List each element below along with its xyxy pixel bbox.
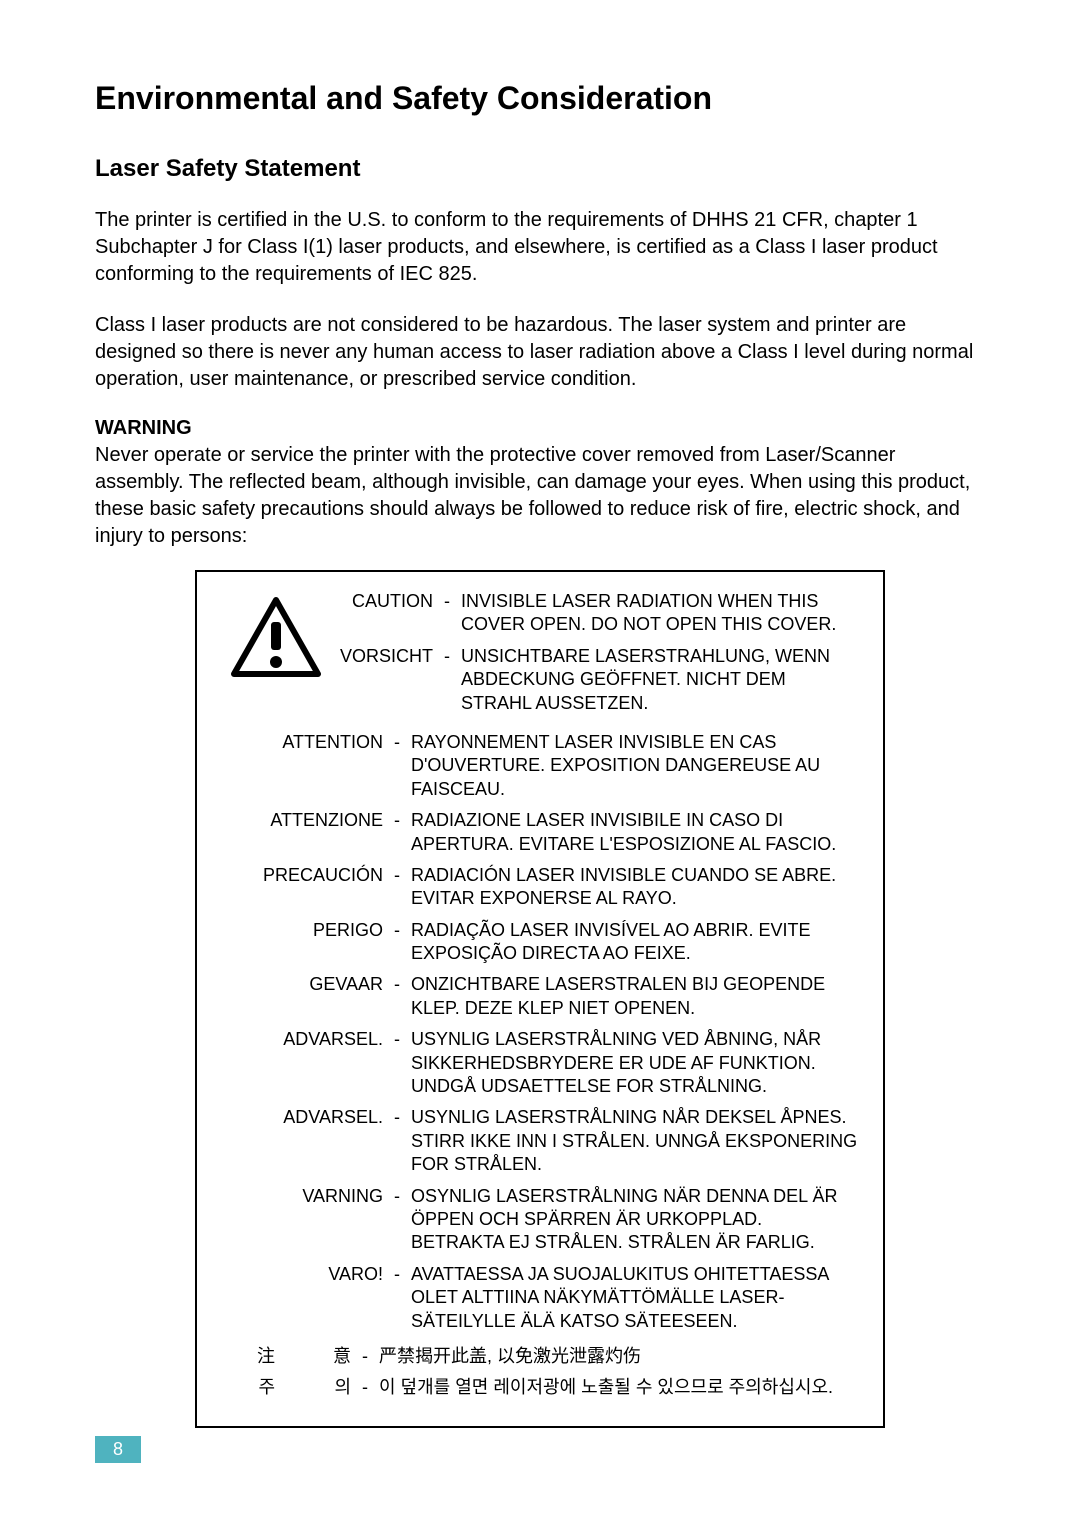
warning-row-sep: - xyxy=(389,1185,405,1208)
warning-row-text: RAYONNEMENT LASER INVISIBLE EN CAS D'OUV… xyxy=(405,731,859,801)
warning-row-sep: - xyxy=(389,973,405,996)
warning-row-sep: - xyxy=(389,864,405,887)
warning-row-sep: - xyxy=(389,919,405,942)
warning-row-label: ADVARSEL. xyxy=(221,1106,389,1129)
warning-row-label: PERIGO xyxy=(221,919,389,942)
warning-row-label-part1: 注 xyxy=(221,1345,275,1368)
warning-row-text: ONZICHTBARE LASERSTRALEN BIJ GEOPENDE KL… xyxy=(405,973,859,1020)
warning-row-text: USYNLIG LASERSTRÅLNING VED ÅBNING, NÅR S… xyxy=(405,1028,859,1098)
section-subtitle: Laser Safety Statement xyxy=(95,155,985,183)
warning-row-sep: - xyxy=(357,1345,373,1368)
warning-row-label-part1: 주 xyxy=(221,1376,275,1399)
warning-row-sep: - xyxy=(357,1376,373,1399)
warning-heading: WARNING xyxy=(95,417,985,440)
paragraph-1: The printer is certified in the U.S. to … xyxy=(95,207,985,288)
warning-row-label: PRECAUCIÓN xyxy=(221,864,389,887)
warning-row-label: ATTENTION xyxy=(221,731,389,754)
warning-row-label: GEVAAR xyxy=(221,973,389,996)
warning-row-text: 이 덮개를 열면 레이저광에 노출될 수 있으므로 주의하십시오. xyxy=(373,1376,859,1399)
warning-row-text: RADIACIÓN LASER INVISIBLE CUANDO SE ABRE… xyxy=(405,864,859,911)
warning-row-label-part2: 의 xyxy=(275,1376,357,1399)
page-title: Environmental and Safety Consideration xyxy=(95,80,985,117)
warning-triangle-icon xyxy=(221,590,331,678)
warning-row-label: VARO! xyxy=(221,1263,389,1286)
warning-row-text: 严禁揭开此盖, 以免激光泄露灼伤 xyxy=(373,1345,859,1368)
multilingual-warning-box: CAUTION - INVISIBLE LASER RADIATION WHEN… xyxy=(195,570,885,1428)
warning-row-label: CAUTION xyxy=(331,590,439,613)
warning-row-text: INVISIBLE LASER RADIATION WHEN THIS COVE… xyxy=(455,590,859,637)
warning-row-label: ADVARSEL. xyxy=(221,1028,389,1051)
warning-row-text: OSYNLIG LASERSTRÅLNING NÄR DENNA DEL ÄR … xyxy=(405,1185,859,1255)
warning-row-text: RADIAÇÃO LASER INVISÍVEL AO ABRIR. EVITE… xyxy=(405,919,859,966)
warning-row-sep: - xyxy=(389,1106,405,1129)
warning-row-text: AVATTAESSA JA SUOJALUKITUS OHITETTAESSA … xyxy=(405,1263,859,1333)
warning-paragraph: Never operate or service the printer wit… xyxy=(95,442,985,550)
page-number-badge: 8 xyxy=(95,1436,141,1463)
warning-row-sep: - xyxy=(439,590,455,613)
warning-row-label: ATTENZIONE xyxy=(221,809,389,832)
warning-row-text: RADIAZIONE LASER INVISIBILE IN CASO DI A… xyxy=(405,809,859,856)
warning-row-text: UNSICHTBARE LASERSTRAHLUNG, WENN ABDECKU… xyxy=(455,645,859,715)
warning-row-text: USYNLIG LASERSTRÅLNING NÅR DEKSEL ÅPNES.… xyxy=(405,1106,859,1176)
warning-row-label-part2: 意 xyxy=(275,1345,357,1368)
warning-row-sep: - xyxy=(389,1263,405,1286)
warning-row-label: VORSICHT xyxy=(331,645,439,668)
warning-row-sep: - xyxy=(389,731,405,754)
warning-row-sep: - xyxy=(389,809,405,832)
warning-row-sep: - xyxy=(439,645,455,668)
warning-row-sep: - xyxy=(389,1028,405,1051)
warning-row-label: VARNING xyxy=(221,1185,389,1208)
paragraph-2: Class I laser products are not considere… xyxy=(95,312,985,393)
